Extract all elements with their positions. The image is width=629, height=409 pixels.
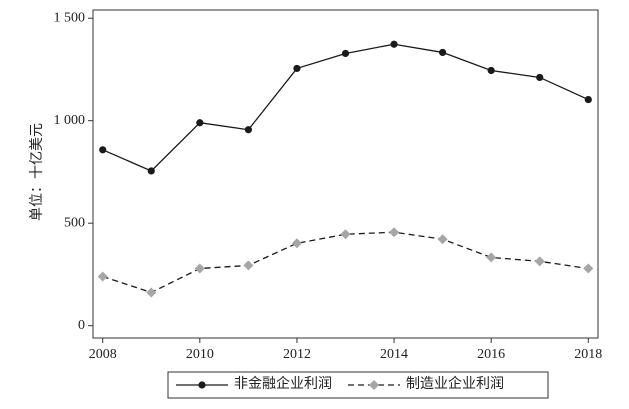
marker (243, 260, 254, 271)
x-tick-label: 2014 (380, 347, 408, 362)
x-tick-label: 2012 (283, 347, 311, 362)
marker (194, 263, 205, 274)
marker (147, 167, 155, 175)
marker (146, 287, 157, 298)
marker (340, 229, 351, 240)
marker (291, 238, 302, 249)
marker (244, 126, 252, 134)
y-tick-label: 1 500 (54, 10, 86, 25)
series-line (102, 43, 589, 172)
x-tick-label: 2016 (477, 347, 505, 362)
marker (196, 119, 204, 127)
marker (198, 381, 206, 389)
marker (389, 227, 400, 238)
legend-label: 制造业企业利润 (406, 375, 504, 392)
y-tick-label: 500 (64, 215, 85, 230)
marker (390, 40, 398, 48)
marker (293, 64, 301, 73)
x-tick-label: 2008 (89, 347, 117, 362)
series-line (102, 231, 589, 294)
marker (583, 263, 594, 274)
plot-frame (92, 9, 599, 339)
marker (487, 66, 495, 75)
x-tick-label: 2018 (574, 347, 602, 362)
marker (341, 49, 350, 58)
y-tick-label: 0 (78, 318, 85, 333)
legend-label: 非金融企业利润 (234, 375, 332, 392)
y-tick-label: 1 000 (54, 113, 86, 128)
marker (486, 252, 497, 263)
legend-box (167, 371, 549, 399)
x-tick-label: 2010 (186, 347, 214, 362)
marker (584, 95, 592, 104)
marker (534, 256, 545, 267)
marker (536, 73, 544, 82)
marker (99, 146, 107, 154)
marker (97, 271, 108, 282)
marker (369, 380, 379, 390)
marker (439, 48, 447, 57)
marker (437, 234, 448, 245)
y-axis-label: 单位：十亿美元 (29, 123, 45, 221)
